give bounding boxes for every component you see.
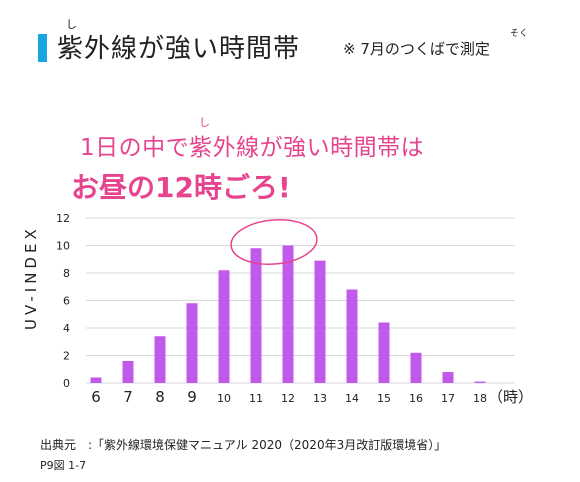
y-tick-label: 8 [63,267,70,280]
y-tick-label: 0 [63,377,70,390]
y-tick-label: 12 [56,212,70,225]
y-tick-label: 4 [63,322,70,335]
bar-13 [314,260,326,383]
bar-15 [378,322,390,383]
title-ruby: し [66,18,77,31]
x-tick-label: 6 [91,388,101,406]
bar-11 [250,248,262,383]
x-tick-label: 17 [441,392,455,405]
x-tick-labels: 6 7 8 9 10 11 12 13 14 15 16 17 18 [91,388,487,406]
x-tick-label: 11 [249,392,263,405]
x-tick-label: 13 [313,392,327,405]
title-accent-bar [38,34,47,62]
x-tick-label: 7 [123,388,133,406]
bar-10 [218,270,230,383]
y-tick-labels: 0 2 4 6 8 10 12 [56,212,70,390]
bar-12 [282,245,294,383]
x-tick-label: 18 [473,392,487,405]
bar-14 [346,289,358,383]
headline-line2: お昼の12時ごろ! [71,171,291,204]
headline-ruby: し [199,116,210,129]
headline-line1: 1日の中で紫外線が強い時間帯は [80,135,425,161]
x-tick-label: 9 [187,388,197,406]
y-tick-label: 10 [56,240,70,253]
bar-17 [442,372,454,383]
bar-7 [122,361,134,383]
bar-18 [474,381,486,383]
page-title: 紫外線が強い時間帯 [57,34,301,64]
x-tick-label: 8 [155,388,165,406]
bar-9 [186,303,198,383]
x-axis-unit: （時） [488,388,533,406]
x-tick-label: 15 [377,392,391,405]
source-line1: 出典元 :「紫外線環境保健マニュアル 2020（2020年3月改訂版環境省）」 [40,438,447,452]
bar-8 [154,336,166,383]
x-tick-label: 16 [409,392,423,405]
y-tick-label: 2 [63,350,70,363]
source-line2: P9図 1-7 [40,459,87,472]
bar-6 [90,377,102,383]
measurement-note: ※ 7月のつくばで測定 [343,40,490,58]
x-tick-label: 14 [345,392,359,405]
y-tick-label: 6 [63,295,70,308]
chart-grid [86,217,515,384]
note-ruby: そく [510,29,529,39]
chart-bars [90,245,486,383]
x-tick-label: 12 [281,392,295,405]
bar-16 [410,352,422,383]
x-tick-label: 10 [217,392,231,405]
peak-highlight-circle [230,219,318,265]
